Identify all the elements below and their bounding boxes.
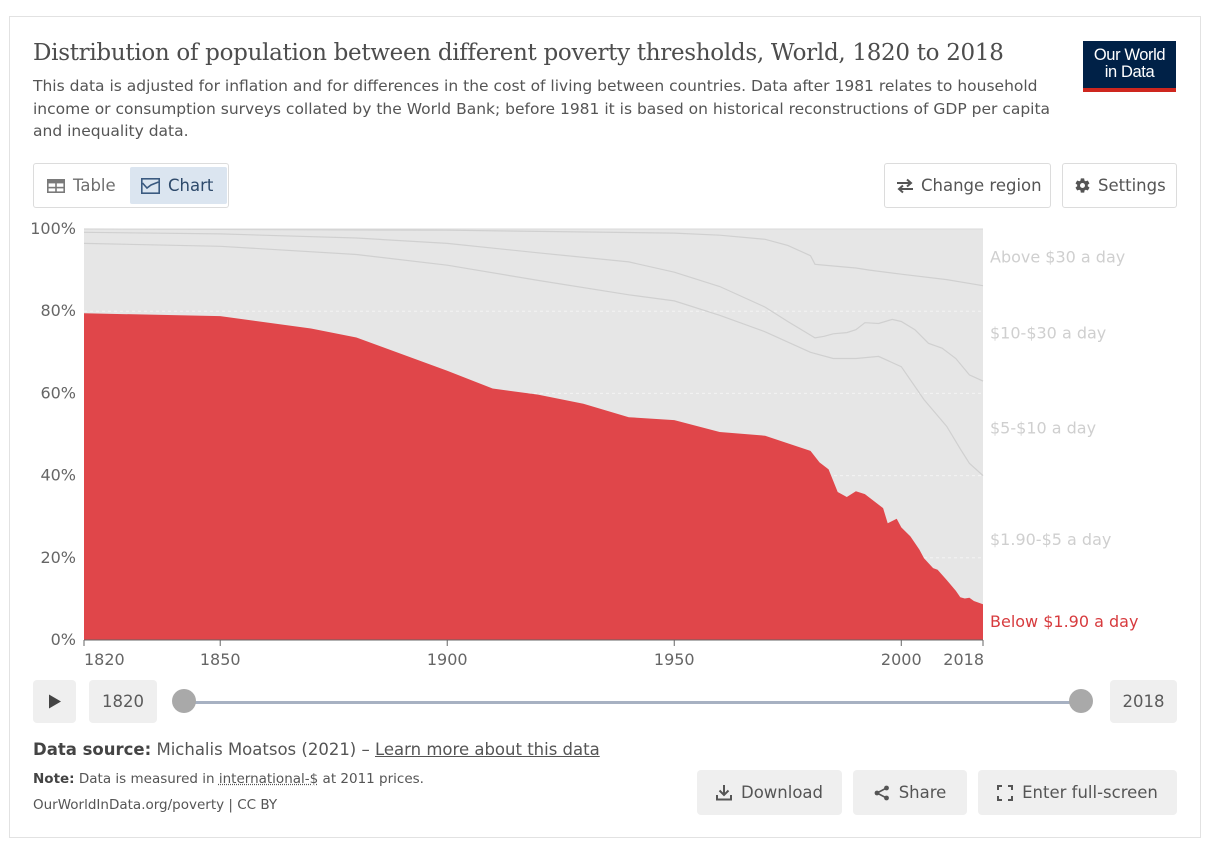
expand-icon	[997, 784, 1014, 801]
x-tick-label: 1900	[427, 650, 468, 669]
series-label-1-90-5-a-day: $1.90-$5 a day	[990, 530, 1111, 549]
y-tick-label: 20%	[40, 548, 76, 567]
x-tick-label: 2018	[943, 650, 984, 669]
boundary-line-5-10-a-day	[83, 231, 984, 382]
international-dollar-link[interactable]: international-$	[218, 771, 319, 787]
view-tabs: Table Chart	[33, 163, 229, 208]
series-label-5-10-a-day: $5-$10 a day	[990, 418, 1096, 437]
download-button[interactable]: Download	[697, 770, 842, 815]
chart-subtitle: This data is adjusted for inflation and …	[33, 77, 1051, 140]
y-tick-label: 0%	[51, 630, 76, 649]
boundary-line-1-90-5-a-day	[83, 242, 984, 477]
play-icon	[48, 694, 61, 709]
x-tick-label: 1850	[200, 650, 241, 669]
change-region-label: Change region	[921, 176, 1042, 195]
timeline-start-year[interactable]: 1820	[89, 680, 157, 723]
note-label: Note:	[33, 771, 75, 787]
data-source-text: Michalis Moatsos (2021) –	[156, 740, 370, 759]
swap-arrows-icon	[897, 178, 913, 193]
source-url[interactable]: OurWorldInData.org/poverty | CC BY	[33, 797, 278, 813]
gear-icon	[1075, 178, 1090, 193]
series-label-10-30-a-day: $10-$30 a day	[990, 323, 1106, 342]
table-icon	[47, 178, 65, 193]
y-tick-label: 100%	[30, 219, 76, 238]
change-region-button[interactable]: Change region	[884, 163, 1051, 208]
learn-more-link[interactable]: Learn more about this data	[375, 740, 600, 759]
boundary-line-10-30-a-day	[83, 228, 984, 287]
logo-line-1: Our World	[1093, 46, 1166, 64]
play-button[interactable]	[33, 680, 76, 723]
owid-logo[interactable]: Our World in Data	[1083, 41, 1176, 92]
area-below-1-90	[84, 313, 983, 640]
note-text-pre: Data is measured in	[78, 771, 215, 787]
y-tick-label: 80%	[40, 301, 76, 320]
series-label-below-1-90-a-day: Below $1.90 a day	[990, 612, 1138, 631]
chart-frame	[9, 16, 1201, 838]
note-text-post: at 2011 prices.	[322, 771, 424, 787]
fullscreen-label: Enter full-screen	[1022, 783, 1158, 802]
share-button[interactable]: Share	[853, 770, 967, 815]
x-tick-label: 1950	[654, 650, 695, 669]
series-label-above-30-a-day: Above $30 a day	[990, 247, 1125, 266]
tab-chart[interactable]: Chart	[130, 167, 227, 204]
tab-chart-label: Chart	[168, 176, 214, 195]
timeline-start-handle[interactable]	[172, 689, 196, 713]
y-tick-label: 60%	[40, 383, 76, 402]
x-tick-label: 1820	[84, 650, 125, 669]
x-tick-label: 2000	[881, 650, 922, 669]
download-label: Download	[740, 783, 824, 802]
download-icon	[715, 785, 732, 801]
share-icon	[874, 785, 889, 800]
share-label: Share	[898, 783, 947, 802]
logo-line-2: in Data	[1104, 63, 1155, 81]
tab-table-label: Table	[73, 176, 116, 195]
line-chart-icon	[141, 177, 160, 194]
timeline-track[interactable]	[184, 701, 1081, 704]
data-source: Data source: Michalis Moatsos (2021) – L…	[33, 740, 600, 759]
timeline-end-handle[interactable]	[1069, 689, 1093, 713]
chart-title: Distribution of population between diffe…	[33, 40, 1004, 66]
settings-button[interactable]: Settings	[1062, 163, 1177, 208]
settings-label: Settings	[1098, 176, 1166, 195]
poverty-area-chart: 0% 20% 40% 60% 80% 100% 1820 1850 1900 1950 2000 20…	[30, 219, 1138, 669]
timeline-end-year[interactable]: 2018	[1110, 680, 1177, 723]
y-tick-label: 40%	[40, 466, 76, 485]
tab-table[interactable]: Table	[37, 167, 129, 204]
fullscreen-button[interactable]: Enter full-screen	[978, 770, 1177, 815]
note: Note: Data is measured in international-…	[33, 771, 424, 787]
data-source-label: Data source:	[33, 740, 152, 759]
